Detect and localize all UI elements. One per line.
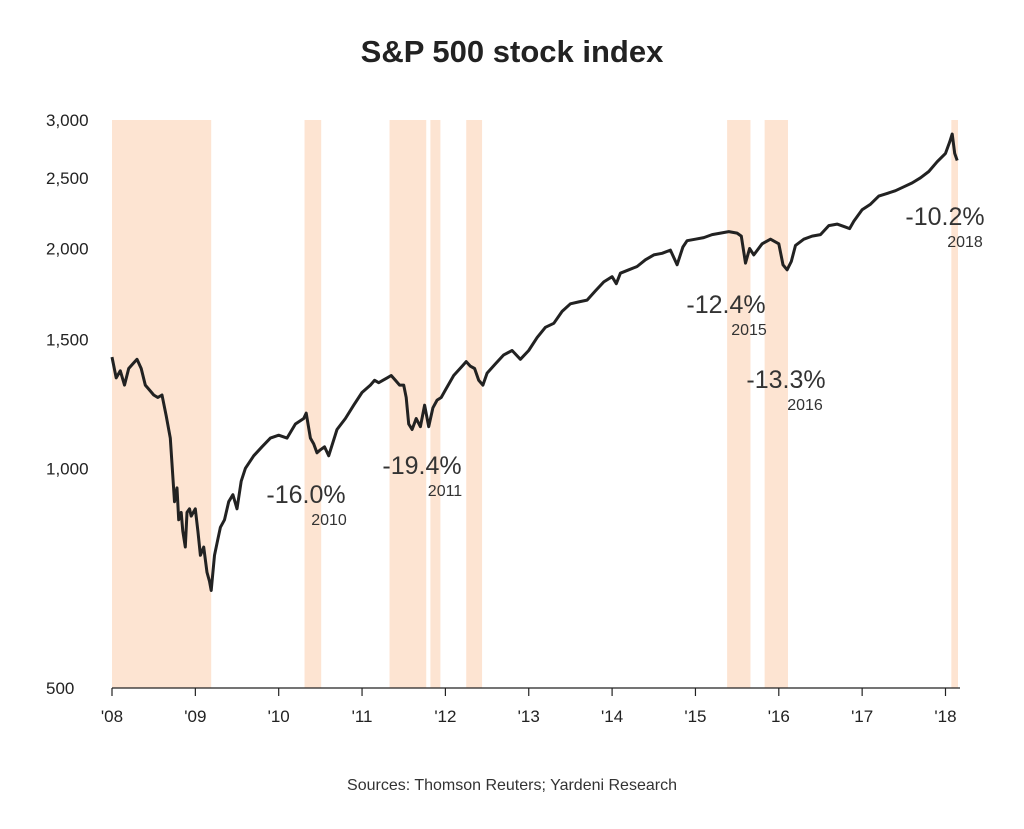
- annotation-decline-pct: -13.3%: [746, 366, 825, 394]
- source-note: Sources: Thomson Reuters; Yardeni Resear…: [347, 777, 677, 794]
- annotation-year: 2015: [731, 322, 767, 339]
- x-tick-label: '18: [934, 707, 956, 726]
- annotation-decline-pct: -12.4%: [686, 291, 765, 319]
- series-line: [110, 132, 959, 592]
- chart-title: S&P 500 stock index: [360, 34, 664, 69]
- annotation-year: 2016: [787, 397, 823, 414]
- x-tick-label: '17: [851, 707, 873, 726]
- correction-period-band: [112, 120, 212, 688]
- annotation-year: 2018: [947, 234, 983, 251]
- y-tick-label: 500: [46, 679, 74, 698]
- annotation-decline-pct: -19.4%: [382, 452, 461, 480]
- annotation-decline-pct: -10.2%: [905, 203, 984, 231]
- x-tick-label: '13: [518, 707, 540, 726]
- axes: '08 '09 '10 '11 '12 '13 '14 '15 '16 '17 '18 500 1,00…: [46, 111, 960, 726]
- annotation-decline-pct: -16.0%: [266, 481, 345, 509]
- x-tick-label: '15: [684, 707, 706, 726]
- correction-period-band: [727, 120, 751, 688]
- x-tick-label: '11: [352, 707, 373, 726]
- x-tick-label: '08: [101, 707, 123, 726]
- x-tick-label: '10: [268, 707, 290, 726]
- y-tick-label: 1,500: [46, 331, 89, 350]
- x-tick-label: '09: [184, 707, 206, 726]
- annotation-year: 2010: [311, 512, 347, 529]
- correction-period-band: [764, 120, 788, 688]
- x-tick-label: '16: [768, 707, 790, 726]
- annotation-year: 2011: [428, 483, 463, 500]
- series-line-layer: [110, 132, 959, 592]
- x-tick-label: '14: [601, 707, 623, 726]
- y-tick-label: 1,000: [46, 459, 89, 478]
- correction-period-band: [466, 120, 483, 688]
- correction-period-band: [304, 120, 322, 688]
- x-tick-label: '12: [434, 707, 456, 726]
- y-tick-label: 3,000: [46, 111, 89, 130]
- correction-period-band: [951, 120, 958, 688]
- recession-shading: [112, 120, 958, 688]
- y-tick-label: 2,500: [46, 169, 89, 188]
- annotations: -16.0% 2010 -19.4% 2011 -12.4% 2015 -13.3% 2016…: [266, 203, 984, 529]
- y-tick-label: 2,000: [46, 240, 89, 259]
